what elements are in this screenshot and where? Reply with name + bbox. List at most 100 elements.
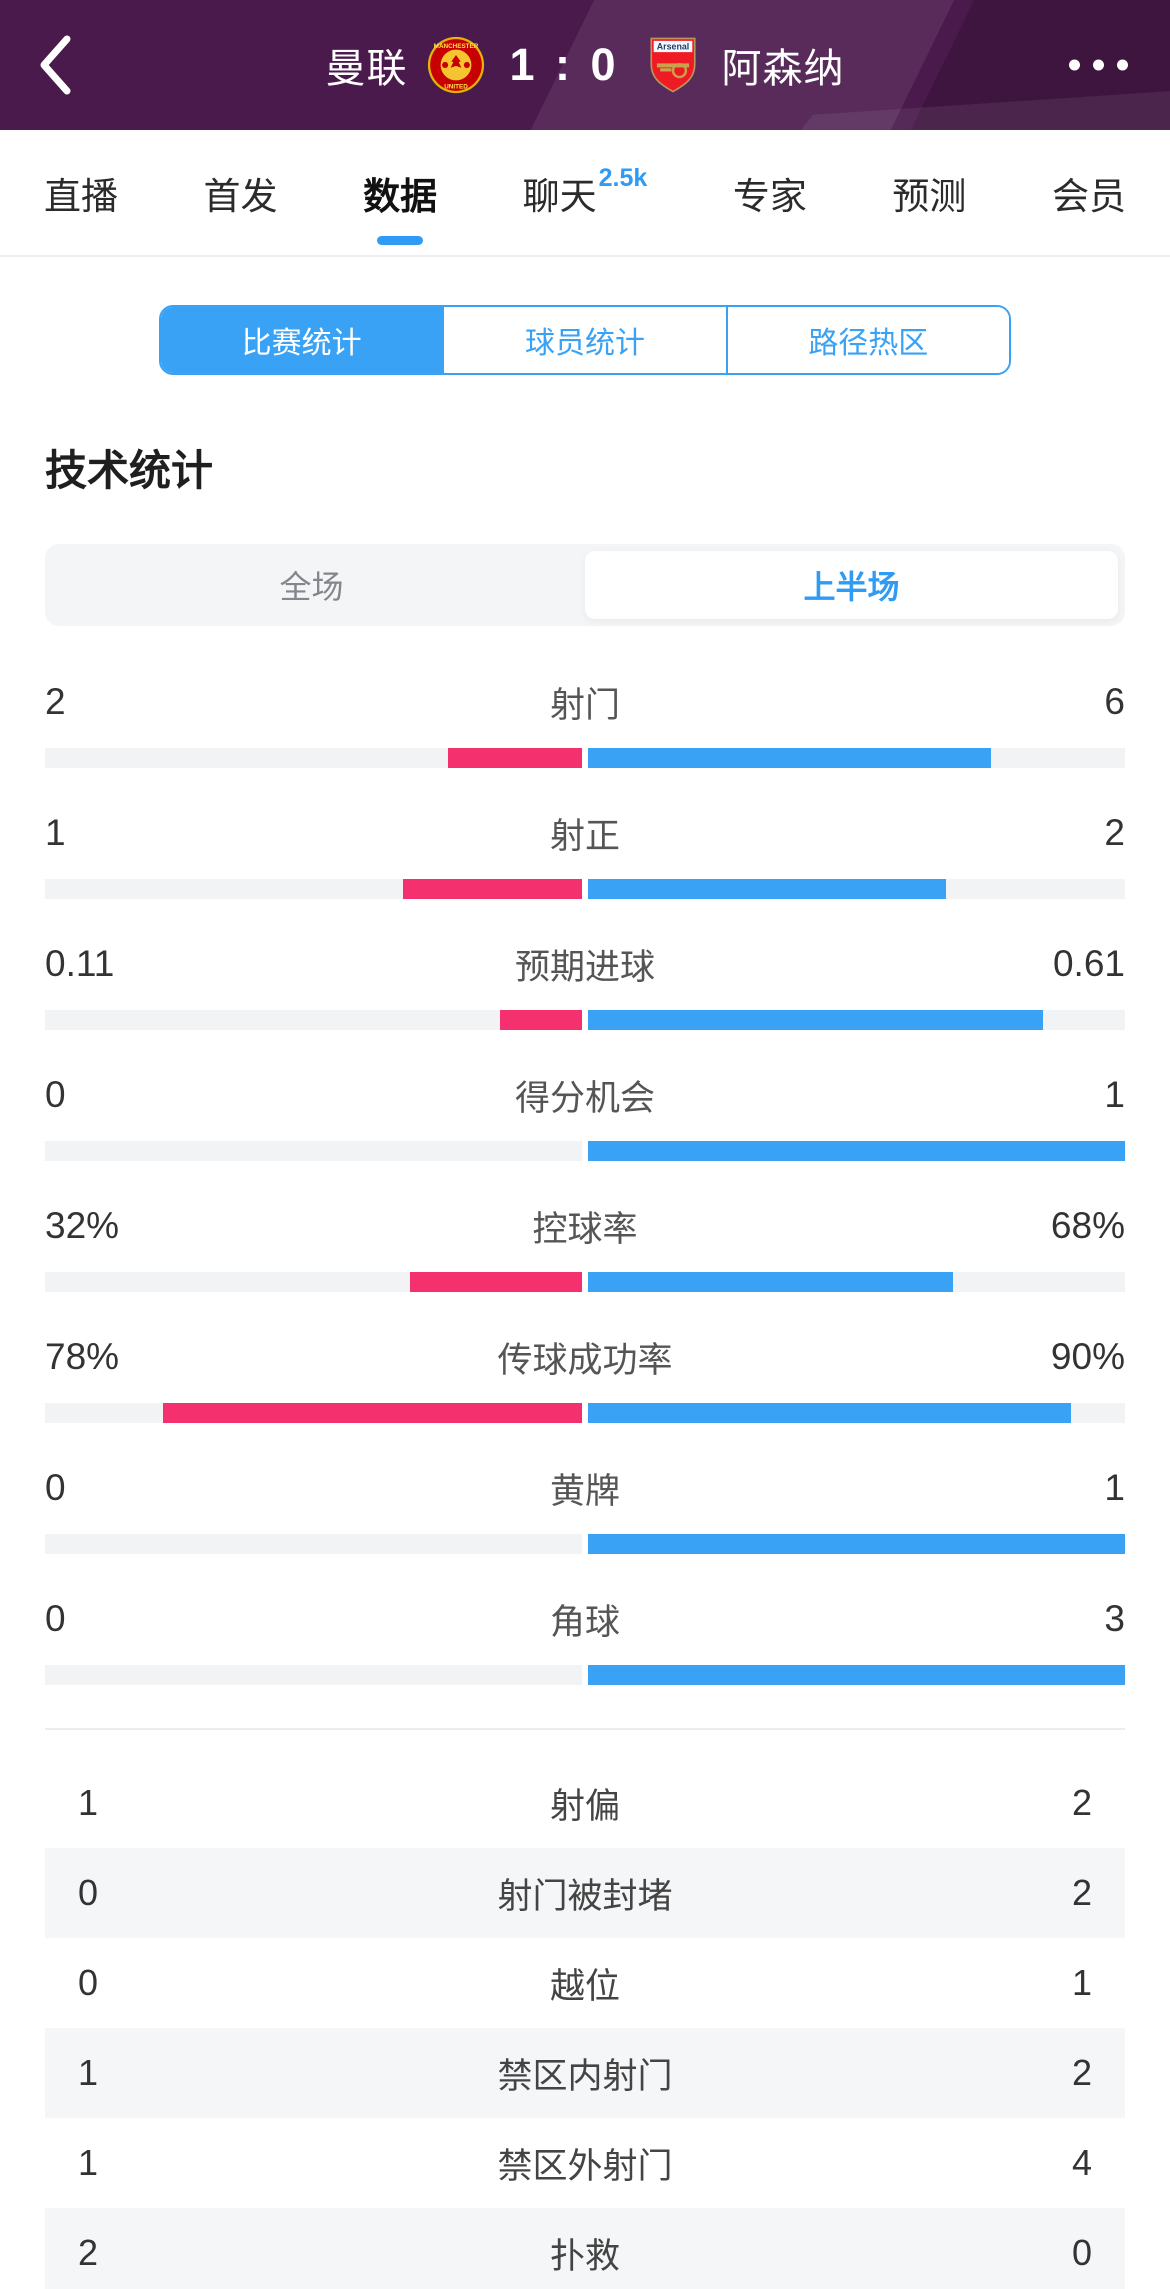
away-bar-fill — [588, 1665, 1125, 1685]
home-bar-fill — [410, 1272, 582, 1292]
segment-player-stats[interactable]: 球员统计 — [444, 307, 728, 373]
stat-label: 射门 — [549, 685, 620, 725]
away-bar-track — [588, 879, 1125, 899]
manutd-crest-text-top: MANCHESTER — [434, 43, 479, 50]
tab-expert[interactable]: 专家 — [732, 175, 807, 217]
away-bar-track — [588, 1403, 1125, 1423]
tab-data[interactable]: 数据 — [363, 130, 437, 255]
home-bar-track — [45, 1141, 582, 1161]
stat-bar-pass-accuracy: 78% 传球成功率 90% — [45, 1335, 1125, 1423]
home-value: 1 — [45, 812, 66, 853]
stat-row-shots-blocked: 0 射门被封堵 2 — [45, 1848, 1125, 1938]
away-bar-track — [588, 1534, 1125, 1554]
header-sheen-decoration — [891, 0, 1170, 130]
period-first-half[interactable]: 上半场 — [585, 551, 1118, 619]
stat-bar-head: 0 得分机会 1 — [45, 1073, 1125, 1118]
away-value: 3 — [1104, 1598, 1125, 1639]
away-value: 1 — [1104, 1467, 1125, 1508]
stat-bar-head: 0 黄牌 1 — [45, 1466, 1125, 1511]
home-value: 0 — [45, 1074, 66, 1115]
stat-label: 射偏 — [549, 1786, 620, 1826]
away-value: 2 — [1104, 812, 1125, 853]
back-chevron-icon — [40, 35, 71, 95]
section-divider — [45, 1728, 1125, 1730]
away-bar-track — [588, 1010, 1125, 1030]
tab-chat[interactable]: 聊天 2.5k — [522, 164, 648, 217]
tab-predict[interactable]: 预测 — [892, 175, 967, 217]
stat-bar-track — [45, 748, 1125, 768]
stat-row-shots-outside-box: 1 禁区外射门 4 — [45, 2118, 1125, 2208]
stat-row-offsides: 0 越位 1 — [45, 1938, 1125, 2028]
tab-member[interactable]: 会员 — [1051, 175, 1126, 217]
home-value: 0 — [45, 1598, 66, 1639]
home-value: 0 — [78, 1962, 99, 2003]
tab-bar: 直播 首发 数据 聊天 2.5k 专家 预测 会员 — [0, 130, 1170, 257]
stat-bar-head: 78% 传球成功率 90% — [45, 1335, 1125, 1380]
arsenal-crest-icon: Arsenal — [649, 37, 696, 93]
stat-bar-track — [45, 1272, 1125, 1292]
home-bar-track — [45, 1272, 582, 1292]
away-bar-fill — [588, 1403, 1072, 1423]
stat-bar-yellow-cards: 0 黄牌 1 — [45, 1466, 1125, 1554]
home-value: 1 — [78, 2052, 99, 2093]
home-value: 1 — [78, 1782, 99, 1823]
section-title: 技术统计 — [45, 447, 214, 494]
stats-segmented-control: 比赛统计 球员统计 路径热区 — [159, 305, 1011, 375]
segment-match-stats[interactable]: 比赛统计 — [161, 307, 445, 373]
match-header: 曼联 MANCHESTER UNITED 1 : 0 Arsenal — [0, 0, 1170, 130]
home-value: 0.11 — [45, 943, 115, 984]
home-value: 32% — [45, 1205, 120, 1246]
away-value: 2 — [1071, 2052, 1092, 2093]
stat-bar-track — [45, 1141, 1125, 1161]
stat-row-shots-inside-box: 1 禁区内射门 2 — [45, 2028, 1125, 2118]
stat-label: 越位 — [549, 1966, 620, 2006]
home-bar-track — [45, 879, 582, 899]
stat-label: 角球 — [549, 1602, 620, 1642]
away-bar-track — [588, 748, 1125, 768]
away-value: 2 — [1071, 1872, 1092, 1913]
score: 1 : 0 — [509, 39, 620, 90]
away-value: 2 — [1071, 1782, 1092, 1823]
home-bar-fill — [447, 748, 582, 768]
away-bar-fill — [588, 1010, 1043, 1030]
stat-label: 预期进球 — [514, 947, 655, 987]
home-bar-fill — [403, 879, 582, 899]
back-button[interactable] — [38, 30, 82, 100]
home-bar-track — [45, 1010, 582, 1030]
period-full-match[interactable]: 全场 — [279, 569, 344, 605]
home-value: 0 — [78, 1872, 99, 1913]
arsenal-crest-text: Arsenal — [656, 42, 689, 52]
away-bar-track — [588, 1272, 1125, 1292]
stat-label: 得分机会 — [514, 1078, 655, 1118]
away-bar-fill — [588, 1272, 954, 1292]
away-value: 1 — [1104, 1074, 1125, 1115]
stat-bar-track — [45, 1010, 1125, 1030]
stat-label: 传球成功率 — [497, 1340, 673, 1380]
chat-count-badge: 2.5k — [598, 164, 648, 192]
home-value: 0 — [45, 1467, 66, 1508]
segment-heatmap[interactable]: 路径热区 — [727, 307, 1009, 373]
tab-live[interactable]: 直播 — [44, 175, 118, 217]
tab-lineup[interactable]: 首发 — [203, 175, 278, 217]
stat-bar-corners: 0 角球 3 — [45, 1597, 1125, 1685]
stat-bar-big-chances: 0 得分机会 1 — [45, 1073, 1125, 1161]
stat-bar-possession: 32% 控球率 68% — [45, 1204, 1125, 1292]
more-menu-button[interactable] — [1069, 59, 1128, 71]
away-value: 4 — [1071, 2142, 1092, 2183]
home-bar-track — [45, 748, 582, 768]
stat-label: 控球率 — [532, 1209, 638, 1249]
stat-bar-expected-goals: 0.11 预期进球 0.61 — [45, 942, 1125, 1030]
stat-bar-shots-on-target: 1 射正 2 — [45, 811, 1125, 899]
stat-bar-head: 0.11 预期进球 0.61 — [45, 942, 1125, 987]
match-score-header: 曼联 MANCHESTER UNITED 1 : 0 Arsenal — [325, 36, 844, 94]
away-bar-track — [588, 1141, 1125, 1161]
manchester-united-crest-icon: MANCHESTER UNITED — [428, 36, 485, 94]
home-value: 78% — [45, 1336, 120, 1377]
stat-bars-list: 2 射门 6 1 射正 2 0.11 预期进球 0.61 0 得分机会 1 32% 控球率 68% 78% 传球… — [0, 626, 1170, 1685]
away-bar-fill — [588, 879, 946, 899]
stat-bar-head: 32% 控球率 68% — [45, 1204, 1125, 1249]
period-toggle: 全场 上半场 — [45, 544, 1125, 626]
stat-label: 射门被封堵 — [497, 1876, 673, 1916]
home-bar-track — [45, 1403, 582, 1423]
away-value: 68% — [1050, 1205, 1125, 1246]
